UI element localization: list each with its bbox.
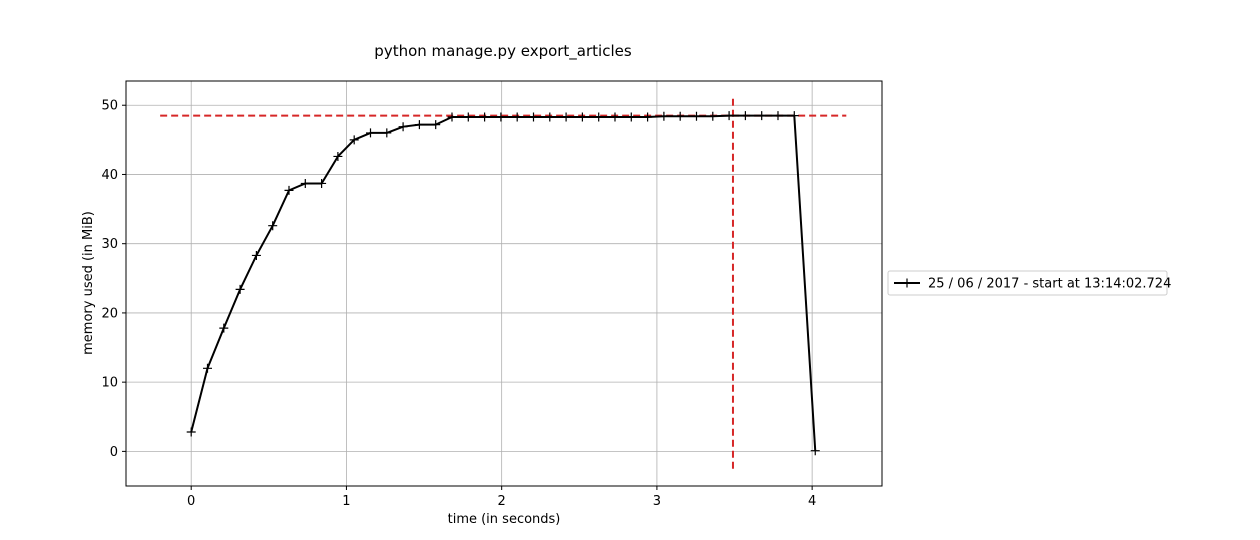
data-point-marker bbox=[268, 221, 278, 231]
y-axis-ticks: 0 10 20 30 40 50 bbox=[101, 99, 126, 460]
x-tick-label: 0 bbox=[187, 494, 195, 509]
data-point-marker bbox=[202, 363, 212, 373]
data-point-marker bbox=[708, 111, 718, 121]
data-point-marker bbox=[577, 112, 587, 122]
y-tick-label: 30 bbox=[101, 237, 118, 252]
data-point-marker bbox=[333, 151, 343, 161]
x-axis-label: time (in seconds) bbox=[448, 512, 561, 527]
grid-lines bbox=[126, 81, 882, 486]
x-tick-label: 1 bbox=[342, 494, 350, 509]
data-point-marker bbox=[757, 111, 767, 121]
data-point-marker bbox=[447, 112, 457, 122]
data-point-marker bbox=[773, 111, 783, 121]
x-tick-label: 3 bbox=[653, 494, 661, 509]
data-point-marker bbox=[691, 111, 701, 121]
data-point-marker bbox=[594, 112, 604, 122]
data-point-marker bbox=[643, 112, 653, 122]
data-point-marker bbox=[186, 427, 196, 437]
data-point-marker bbox=[284, 185, 294, 195]
data-point-marker bbox=[545, 112, 555, 122]
x-tick-label: 4 bbox=[808, 494, 816, 509]
legend-marker-plus bbox=[902, 278, 912, 288]
legend-entry-label: 25 / 06 / 2017 - start at 13:14:02.724 bbox=[928, 277, 1171, 292]
y-tick-label: 50 bbox=[101, 99, 118, 114]
y-tick-label: 10 bbox=[101, 376, 118, 391]
y-tick-label: 0 bbox=[110, 445, 118, 460]
data-point-marker bbox=[610, 112, 620, 122]
data-point-marker bbox=[724, 111, 734, 121]
x-axis-ticks: 0 1 2 3 4 bbox=[187, 486, 816, 509]
reference-lines bbox=[160, 98, 847, 469]
data-point-marker bbox=[219, 323, 229, 333]
data-point-marker bbox=[480, 112, 490, 122]
data-point-marker bbox=[414, 120, 424, 130]
y-axis-label: memory used (in MiB) bbox=[81, 211, 96, 355]
data-point-marker bbox=[235, 284, 245, 294]
series-layer bbox=[186, 111, 820, 456]
data-point-marker bbox=[561, 112, 571, 122]
data-point-marker bbox=[349, 135, 359, 145]
data-point-marker bbox=[251, 250, 261, 260]
data-point-marker bbox=[300, 178, 310, 188]
data-point-marker bbox=[810, 446, 820, 456]
chart-title: python manage.py export_articles bbox=[374, 42, 632, 61]
data-point-marker bbox=[740, 111, 750, 121]
data-point-marker bbox=[659, 111, 669, 121]
data-point-marker bbox=[528, 112, 538, 122]
legend: 25 / 06 / 2017 - start at 13:14:02.724 bbox=[887, 270, 1171, 296]
data-point-marker bbox=[789, 111, 799, 121]
plot-frame bbox=[125, 80, 883, 487]
y-tick-label: 40 bbox=[101, 168, 118, 183]
data-point-marker bbox=[626, 112, 636, 122]
data-point-marker bbox=[431, 120, 441, 130]
data-point-marker bbox=[365, 128, 375, 138]
data-point-marker bbox=[496, 112, 506, 122]
x-tick-label: 2 bbox=[498, 494, 506, 509]
data-point-marker bbox=[317, 178, 327, 188]
data-point-marker bbox=[675, 111, 685, 121]
legend-box bbox=[887, 270, 1168, 296]
data-point-marker bbox=[512, 112, 522, 122]
data-point-marker bbox=[398, 122, 408, 132]
data-point-marker bbox=[382, 128, 392, 138]
data-point-marker bbox=[463, 112, 473, 122]
y-tick-label: 20 bbox=[101, 306, 118, 321]
